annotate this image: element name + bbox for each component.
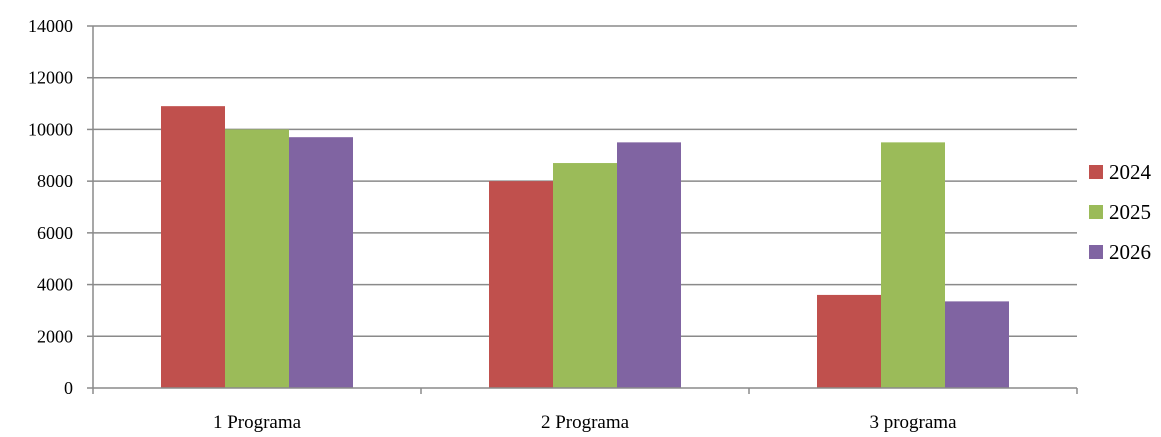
y-axis: 0 2000 4000 6000 8000 10000 12000 14000 <box>28 16 94 398</box>
y-tick-label: 8000 <box>37 171 73 191</box>
legend-label-2024: 2024 <box>1109 160 1152 184</box>
legend-label-2025: 2025 <box>1109 200 1151 224</box>
legend-swatch-2024 <box>1089 165 1103 179</box>
x-category-label: 3 programa <box>869 412 957 433</box>
bar-2024-2 <box>489 181 553 388</box>
y-tick-label: 10000 <box>28 119 73 139</box>
legend-swatch-2025 <box>1089 205 1103 219</box>
bar-2026-1 <box>289 137 353 388</box>
x-category-label: 1 Programa <box>213 412 302 433</box>
y-tick-label: 0 <box>64 378 73 398</box>
legend-label-2026: 2026 <box>1109 240 1151 264</box>
y-tick-label: 12000 <box>28 68 73 88</box>
bars <box>161 106 1009 389</box>
y-tick-label: 4000 <box>37 275 73 295</box>
bar-2025-2 <box>553 163 617 388</box>
x-category-label: 2 Programa <box>541 412 630 433</box>
y-tick-label: 14000 <box>28 16 73 36</box>
bar-2025-3 <box>881 142 945 388</box>
y-tick-label: 6000 <box>37 223 73 243</box>
y-tick-label: 2000 <box>37 326 73 346</box>
legend-swatch-2026 <box>1089 245 1103 259</box>
bar-2026-3 <box>945 301 1009 388</box>
legend: 2024 2025 2026 <box>1089 160 1152 264</box>
bar-2026-2 <box>617 142 681 388</box>
bar-2024-1 <box>161 106 225 389</box>
x-axis: 1 Programa 2 Programa 3 programa <box>92 387 1078 433</box>
bar-2024-3 <box>817 294 881 388</box>
bar-2025-1 <box>225 129 289 388</box>
